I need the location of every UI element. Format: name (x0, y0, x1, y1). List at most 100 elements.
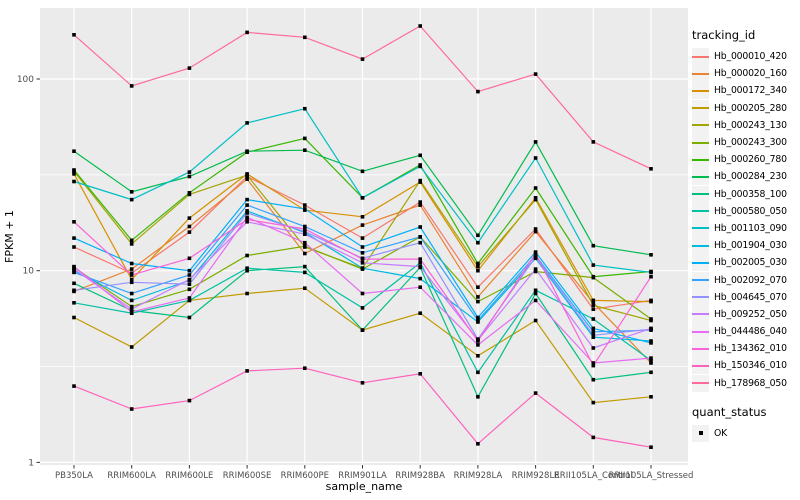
series-line-icon (692, 330, 709, 333)
x-tick-label: RRIM600PE (281, 471, 329, 481)
data-point (129, 267, 134, 271)
data-point (591, 307, 596, 311)
data-point (360, 245, 365, 249)
data-point (418, 311, 422, 315)
data-point (533, 72, 538, 76)
data-point (187, 230, 192, 234)
data-point (187, 170, 192, 174)
series-color-swatch (692, 219, 709, 237)
legend-label: Hb_001103_090 (714, 222, 787, 234)
data-point (418, 276, 422, 281)
data-point (360, 381, 365, 385)
data-point (533, 391, 538, 395)
data-point (360, 306, 365, 310)
data-point (533, 288, 538, 293)
data-point (591, 317, 596, 321)
data-point (476, 395, 480, 399)
series-color-swatch (692, 99, 709, 117)
data-point (303, 229, 307, 234)
data-point (533, 298, 538, 303)
data-point (418, 285, 422, 289)
data-point (72, 301, 76, 305)
data-point (591, 377, 596, 382)
data-point (245, 220, 249, 224)
legend-label: Hb_000243_130 (714, 119, 787, 131)
data-point (187, 282, 192, 286)
data-point (649, 270, 653, 275)
data-point (476, 261, 480, 266)
data-point (649, 317, 653, 321)
data-point (649, 445, 653, 449)
series-line-icon (692, 175, 709, 178)
data-point (649, 274, 653, 279)
legend-item: Hb_000010_420 (692, 48, 799, 66)
data-point (476, 315, 480, 320)
data-point (245, 215, 249, 220)
data-point (533, 318, 538, 323)
data-point (360, 196, 365, 200)
legend-item: Hb_001904_030 (692, 237, 799, 255)
data-point (649, 370, 653, 375)
legend-item: Hb_044486_040 (692, 323, 799, 341)
data-point (418, 372, 422, 376)
data-point (303, 251, 307, 256)
series-line-icon (692, 158, 709, 161)
data-point (303, 366, 307, 370)
data-point (303, 264, 307, 269)
data-point (476, 318, 480, 323)
series-color-swatch (692, 202, 709, 220)
data-point (72, 33, 76, 37)
legend-item: Hb_001103_090 (692, 219, 799, 237)
data-point (303, 148, 307, 152)
data-point (649, 361, 653, 365)
data-point (303, 232, 307, 236)
legend-item: Hb_000284_230 (692, 168, 799, 186)
series-color-swatch (692, 168, 709, 186)
data-point (418, 24, 422, 28)
series-color-swatch (692, 65, 709, 83)
data-point (591, 333, 596, 338)
data-point (245, 30, 249, 35)
legend-label: Hb_000020_160 (714, 68, 787, 80)
legend-label: Hb_150346_010 (714, 360, 787, 372)
data-point (245, 266, 249, 270)
series-color-swatch (692, 271, 709, 289)
data-point (476, 339, 480, 343)
y-tick-label: 1 (28, 458, 34, 468)
data-point (476, 370, 480, 375)
data-point (129, 273, 134, 277)
data-point (591, 435, 596, 440)
data-point (72, 172, 76, 176)
data-point (533, 267, 538, 271)
legend-item: Hb_002092_070 (692, 271, 799, 289)
data-point (187, 216, 192, 220)
y-tick-label: 100 (17, 75, 34, 85)
data-point (591, 326, 596, 331)
legend-item: Hb_002005_030 (692, 254, 799, 272)
data-point (72, 149, 76, 153)
x-tick-label: RRII105LA_Stressed (609, 471, 694, 481)
series-line-icon (692, 347, 709, 350)
data-point (303, 203, 307, 207)
data-point (591, 330, 596, 334)
data-point (72, 179, 76, 184)
series-line-icon (692, 227, 709, 230)
x-tick-label: RRIM600LE (165, 471, 213, 481)
data-point (360, 261, 365, 265)
data-point (72, 288, 76, 293)
x-tick-label: RRIM928LE (512, 471, 560, 481)
data-point (129, 197, 134, 202)
data-point (533, 227, 538, 231)
data-point (245, 369, 249, 373)
data-point (245, 197, 249, 202)
legend-label: Hb_000580_050 (714, 205, 787, 217)
data-point (591, 361, 596, 365)
data-point (245, 268, 249, 273)
data-point (245, 121, 249, 125)
series-line-icon (692, 313, 709, 316)
data-point (187, 298, 192, 303)
series-line-icon (692, 107, 709, 110)
x-tick-label: RRIM928BA (395, 471, 445, 481)
data-point (476, 233, 480, 238)
